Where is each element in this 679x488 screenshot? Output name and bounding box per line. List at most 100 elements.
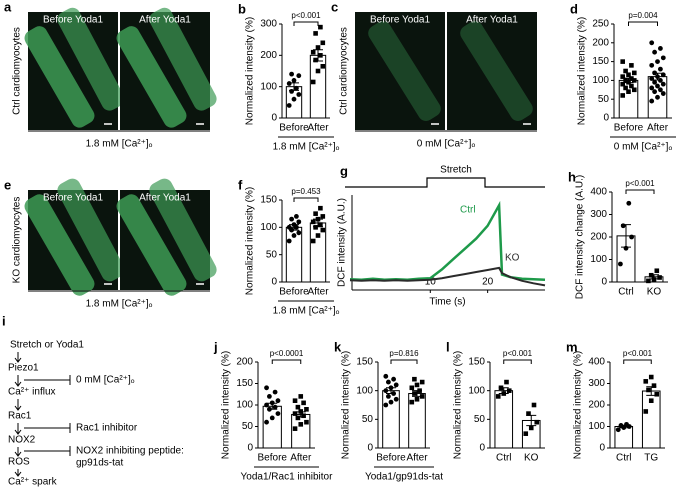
y-tick-label: 50 [362, 414, 374, 425]
significance-bracket [628, 21, 658, 26]
x-tick-label: After [406, 453, 428, 464]
p-value: p<0.001 [623, 349, 653, 358]
y-tick-label: 300 [588, 378, 605, 389]
pathway-node: ROS [8, 457, 30, 468]
image-label: Before Yoda1 [43, 15, 103, 26]
cell [57, 7, 125, 111]
data-point [504, 379, 509, 385]
data-point [654, 268, 660, 274]
data-point [310, 238, 316, 244]
data-point [620, 81, 625, 87]
data-point [624, 421, 629, 427]
data-point [320, 40, 326, 46]
data-point [383, 373, 389, 379]
x-tick-label: Before [279, 287, 309, 298]
row-label: KO cardiomyocytes [12, 197, 23, 284]
data-point [296, 73, 302, 79]
image-label: Before Yoda1 [370, 15, 430, 26]
y-tick-label: 100 [260, 222, 277, 233]
pathway-node: NOX2 [8, 435, 36, 446]
data-point [272, 404, 278, 410]
y-tick-label: 50 [266, 249, 278, 260]
data-point [318, 53, 323, 58]
pathway-node: Rac1 [8, 411, 32, 422]
y-axis-label: Normalized intensity (%) [577, 17, 588, 125]
error-bar [526, 414, 537, 427]
data-point [286, 103, 292, 108]
significance-bracket [625, 189, 655, 194]
arrow-head [14, 405, 22, 411]
trace [349, 266, 546, 287]
y-axis-label: Normalized intensity (%) [573, 351, 584, 459]
error-bar [289, 82, 299, 91]
data-point [414, 396, 420, 402]
data-point [506, 388, 512, 393]
data-point [660, 91, 666, 96]
y-tick-label: 100 [590, 254, 607, 265]
data-point [412, 376, 417, 382]
data-point [296, 230, 302, 236]
data-point [386, 379, 391, 385]
y-axis-label: Normalized intensity (%) [245, 17, 256, 125]
error-bar [313, 218, 323, 228]
data-point [291, 78, 297, 83]
inhibitor: gp91ds-tat [76, 458, 123, 469]
cell [149, 7, 217, 111]
data-point [648, 374, 654, 380]
data-point [409, 399, 415, 405]
cell [460, 21, 533, 121]
group-label: Yoda1/Rac1 inhibitor [241, 472, 334, 483]
data-point [654, 391, 660, 397]
p-value: p=0.816 [389, 349, 419, 358]
y-tick-label: 100 [592, 75, 609, 86]
trace [349, 200, 546, 281]
data-point [658, 87, 663, 93]
data-point [620, 74, 625, 79]
arrow-head [14, 381, 22, 387]
panel-letter: c [331, 0, 338, 14]
data-point [315, 233, 321, 238]
inhibitor: Rac1 inhibitor [76, 423, 138, 434]
x-tick-label: TG [644, 453, 658, 464]
data-point [658, 66, 663, 72]
p-value: p<0.001 [503, 349, 533, 358]
data-point [620, 59, 625, 64]
panel-letter: g [340, 163, 348, 178]
data-point [388, 399, 394, 405]
panel-letter: a [4, 0, 12, 14]
significance-bracket [390, 359, 418, 364]
cell [24, 26, 95, 128]
y-tick-label: 100 [356, 385, 373, 396]
y-tick-label: 200 [590, 232, 607, 243]
data-point [267, 394, 272, 399]
y-axis-label: Normalized intensity (%) [341, 351, 352, 459]
image-label: After Yoda1 [466, 15, 518, 26]
data-point [291, 233, 297, 238]
x-tick-label: After [307, 287, 329, 298]
data-point [526, 411, 531, 416]
x-tick-label: Before [258, 453, 288, 464]
data-point [313, 31, 318, 36]
data-point [643, 379, 649, 384]
y-tick-label: 0 [603, 113, 609, 124]
data-point [615, 427, 621, 433]
data-point [318, 222, 323, 227]
y-tick-label: 250 [592, 19, 609, 30]
data-point [291, 96, 297, 102]
data-point [652, 49, 657, 55]
y-axis-label: Normalized intensity (%) [453, 351, 464, 459]
data-point [660, 55, 666, 61]
p-value: p=0.004 [628, 11, 658, 20]
pathway-node: Ca²⁺ spark [8, 477, 58, 488]
data-point [264, 385, 269, 391]
image-label: After Yoda1 [139, 15, 191, 26]
group-label: 1.8 mM [Ca²⁺]ₒ [273, 306, 340, 317]
data-point [298, 394, 304, 399]
significance-bracket [503, 359, 532, 364]
data-point [310, 219, 316, 225]
panel-letter: k [334, 339, 342, 354]
y-tick-label: 0 [247, 443, 253, 454]
x-tick-label: Ctrl [618, 287, 634, 298]
x-tick-label: After [307, 123, 329, 134]
data-point [296, 92, 302, 97]
